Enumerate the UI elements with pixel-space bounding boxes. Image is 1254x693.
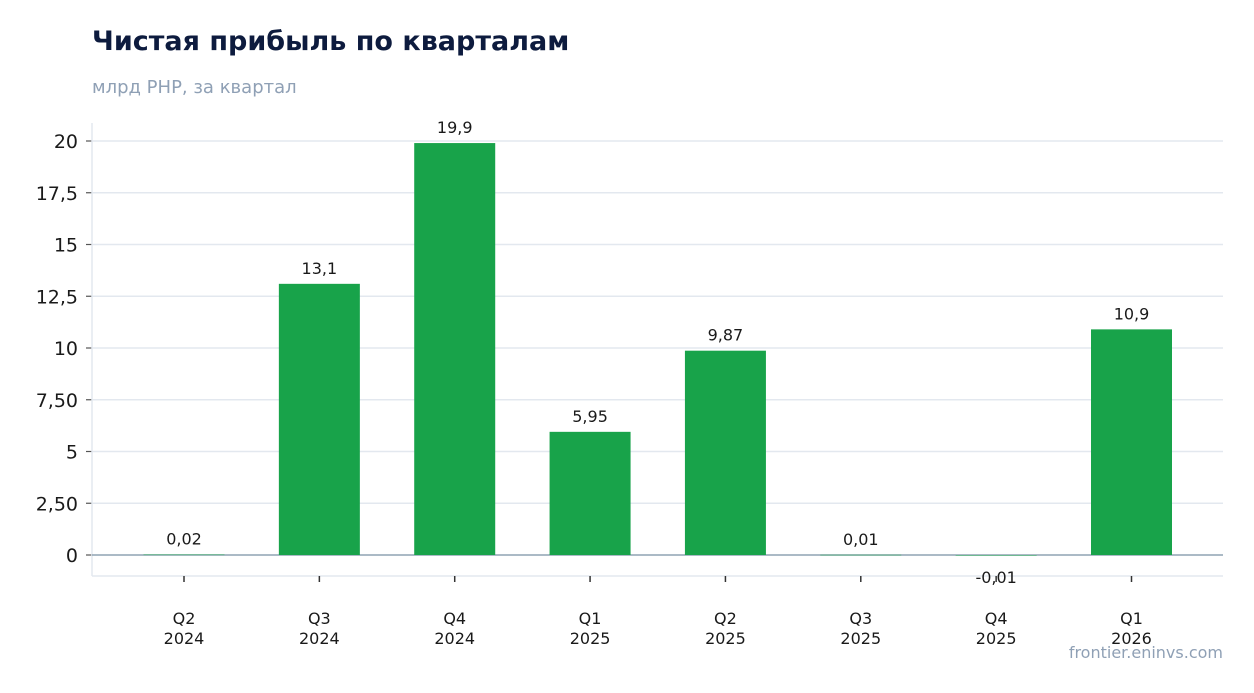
chart-title: Чистая прибыль по кварталам xyxy=(92,26,570,57)
x-tick-label: Q3 2024 xyxy=(299,609,340,648)
chart-subtitle: млрд РНР, за квартал xyxy=(92,77,297,98)
bar xyxy=(278,283,360,555)
data-labels: 0,02 13,1 19,9 5,95 9,87 0,01 -0,01 10,9 xyxy=(166,118,1149,587)
y-tick-label: 7,50 xyxy=(36,390,78,412)
bar xyxy=(549,431,631,555)
y-tick-label: 15 xyxy=(54,235,78,257)
axes xyxy=(86,123,1223,582)
data-label: 9,87 xyxy=(708,326,744,345)
bar xyxy=(414,143,496,555)
data-label: 13,1 xyxy=(302,259,338,278)
y-tick-label: 2,50 xyxy=(36,493,78,515)
bars xyxy=(143,143,1172,556)
data-label: 0,02 xyxy=(166,530,202,549)
y-tick-label: 5 xyxy=(66,442,78,464)
data-label: 19,9 xyxy=(437,118,473,137)
x-tick-label: Q4 2025 xyxy=(976,609,1017,648)
y-tick-label: 17,5 xyxy=(36,183,78,205)
x-tick-label: Q4 2024 xyxy=(434,609,475,648)
data-label: 5,95 xyxy=(572,407,608,426)
bar xyxy=(820,554,902,556)
y-tick-label: 20 xyxy=(54,131,78,153)
data-label: -0,01 xyxy=(975,568,1016,587)
bar xyxy=(143,554,225,556)
tick-labels: 0 2,50 5 7,50 10 12,5 15 17,5 20 Q2 2024 Q3 2024 Q4 20… xyxy=(36,131,1152,648)
source-watermark: frontier.eninvs.com xyxy=(1068,643,1223,662)
bar xyxy=(1091,329,1172,555)
data-label: 10,9 xyxy=(1114,304,1150,323)
y-tick-label: 0 xyxy=(66,545,78,567)
x-tick-label: Q2 2024 xyxy=(164,609,205,648)
x-tick-label: Q2 2025 xyxy=(705,609,746,648)
bar xyxy=(684,350,766,555)
y-tick-label: 10 xyxy=(54,338,78,360)
x-tick-label: Q1 2025 xyxy=(570,609,611,648)
data-label: 0,01 xyxy=(843,530,879,549)
x-tick-label: Q1 2026 xyxy=(1111,609,1152,648)
bar xyxy=(955,555,1037,556)
y-tick-label: 12,5 xyxy=(36,286,78,308)
x-tick-label: Q3 2025 xyxy=(840,609,881,648)
gridlines xyxy=(92,140,1223,504)
